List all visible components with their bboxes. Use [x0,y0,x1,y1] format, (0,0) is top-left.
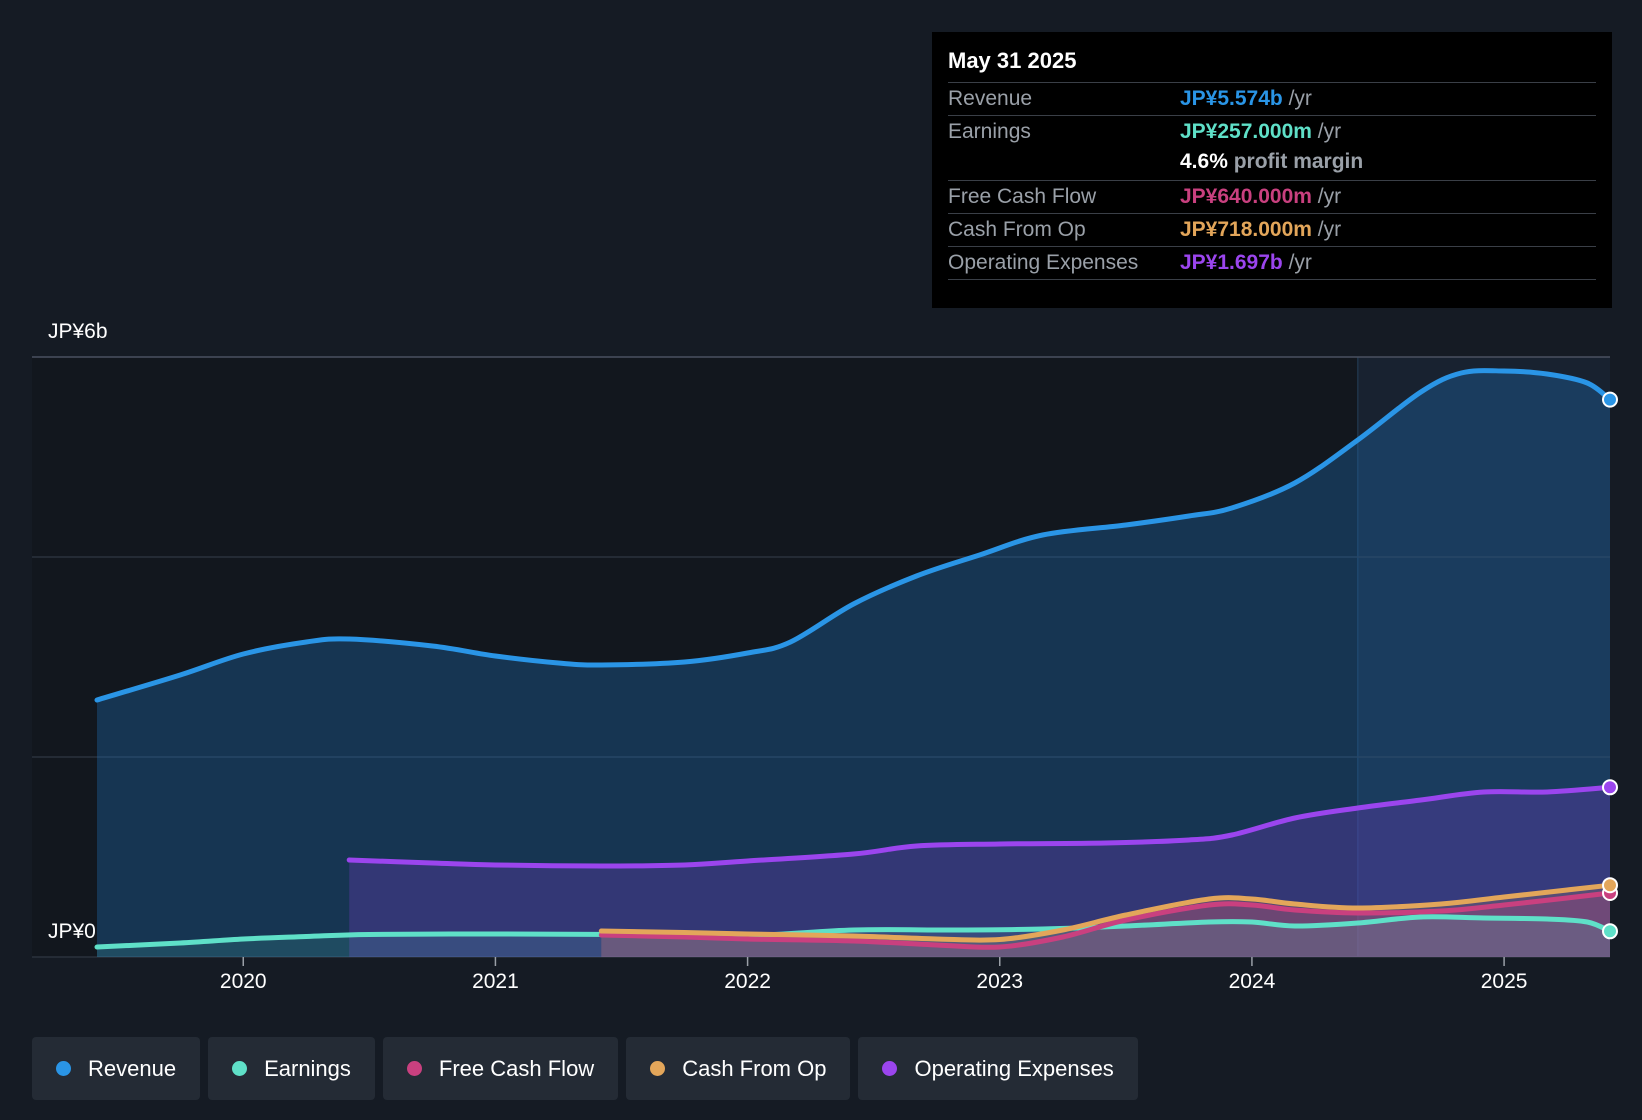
y-axis-top-label: JP¥6b [48,320,108,343]
fcf-dot-icon [406,1061,422,1076]
x-tick-label: 2022 [724,970,771,993]
endpoint-earnings [1602,923,1618,940]
legend-label-cfo: Cash From Op [682,1055,827,1081]
legend-item-opex[interactable]: Operating Expenses [858,1037,1138,1100]
y-axis-bottom-label: JP¥0 [48,920,96,943]
tooltip-revenue-label: Revenue [948,87,1033,110]
x-tick-label: 2023 [976,970,1024,993]
legend-label-revenue: Revenue [88,1055,177,1081]
earnings-dot-icon [232,1061,248,1076]
legend-label-fcf: Free Cash Flow [438,1055,595,1081]
tooltip-cfo-value: JP¥718.000m [1180,218,1312,241]
tooltip-earnings-label: Earnings [948,120,1031,143]
tooltip-row-opex: Operating Expenses JP¥1.697b /yr [948,246,1596,280]
tooltip-earnings-unit: /yr [1317,120,1342,143]
tooltip-row-margin: 4.6% profit margin [948,148,1596,180]
tooltip-opex-unit: /yr [1288,251,1312,274]
tooltip-fcf-value: JP¥640.000m [1180,185,1312,208]
line-opex [346,784,1613,869]
legend-item-cfo[interactable]: Cash From Op [626,1037,851,1100]
tooltip-opex-value: JP¥1.697b [1180,251,1283,274]
tooltip-cfo-unit: /yr [1317,218,1342,241]
tooltip-margin-value: 4.6% [1180,150,1228,173]
line-cfo [598,882,1613,943]
tooltip-fcf-unit: /yr [1317,185,1342,208]
highlight-region [1357,357,1610,957]
tooltip-fcf-label: Free Cash Flow [948,185,1097,208]
legend-item-revenue[interactable]: Revenue [32,1037,201,1100]
tooltip-earnings-value: JP¥257.000m [1180,120,1312,143]
tooltip: May 31 2025 Revenue JP¥5.574b /yr Earnin… [932,32,1612,308]
x-tick-label: 2024 [1228,970,1276,993]
line-revenue [94,368,1613,703]
x-tick-label: 2020 [219,970,267,993]
line-fcf [598,890,1613,950]
endpoint-opex [1602,779,1618,796]
x-tick-label: 2025 [1480,970,1528,993]
legend-label-earnings: Earnings [264,1055,351,1081]
legend: Revenue Earnings Free Cash Flow Cash Fro… [32,1037,1138,1100]
tooltip-revenue-unit: /yr [1288,87,1312,110]
tooltip-row-fcf: Free Cash Flow JP¥640.000m /yr [948,180,1596,213]
cfo-dot-icon [650,1061,666,1076]
tooltip-row-cfo: Cash From Op JP¥718.000m /yr [948,213,1596,246]
tooltip-cfo-label: Cash From Op [948,218,1086,241]
legend-label-opex: Operating Expenses [914,1055,1114,1081]
area-opex [349,787,1611,957]
tooltip-margin-text: profit margin [1233,150,1364,173]
tooltip-revenue-value: JP¥5.574b [1180,87,1283,110]
legend-item-earnings[interactable]: Earnings [208,1037,375,1100]
endpoint-revenue [1602,391,1618,408]
x-tick-label: 2021 [472,970,519,993]
legend-item-fcf[interactable]: Free Cash Flow [382,1037,619,1100]
opex-dot-icon [882,1061,898,1076]
area-revenue [97,370,1610,957]
endpoint-cfo [1602,877,1618,894]
tooltip-row-earnings: Earnings JP¥257.000m /yr [948,115,1596,148]
line-earnings [94,914,1613,950]
tooltip-opex-label: Operating Expenses [948,251,1139,274]
tooltip-row-revenue: Revenue JP¥5.574b /yr [948,82,1596,115]
revenue-dot-icon [56,1061,71,1076]
tooltip-date: May 31 2025 [948,48,1077,73]
